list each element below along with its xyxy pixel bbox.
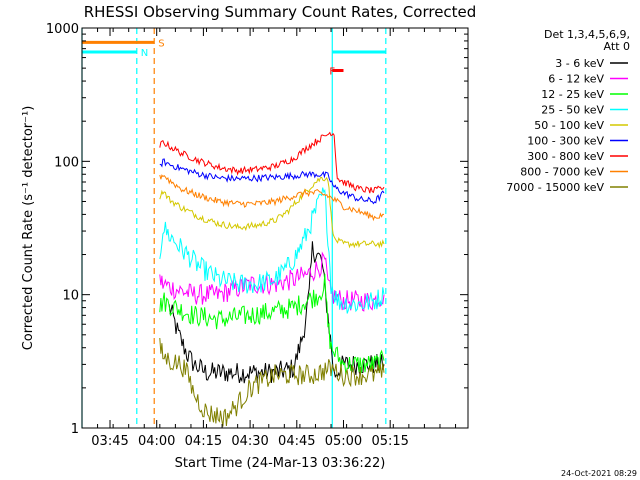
- series-group: [159, 131, 385, 427]
- y-tick-label-3: 1000: [46, 22, 79, 37]
- legend-label-6: 300 - 800 keV: [527, 150, 604, 163]
- series-line-3: [159, 187, 385, 314]
- legend-header-1: Att 0: [604, 40, 630, 53]
- legend-label-7: 800 - 7000 keV: [520, 166, 604, 179]
- series-line-8: [159, 337, 385, 427]
- x-tick-label-0: 03:45: [91, 434, 128, 449]
- x-tick-label-2: 04:15: [185, 434, 222, 449]
- x-tick-label-5: 05:00: [325, 434, 362, 449]
- y-axis-label: Corrected Count Rate (s⁻¹ detector⁻¹): [21, 106, 36, 351]
- series-line-6: [159, 131, 385, 194]
- chart-title: RHESSI Observing Summary Count Rates, Co…: [84, 3, 477, 21]
- x-tick-label-1: 04:00: [138, 434, 175, 449]
- legend-header-0: Det 1,3,4,5,6,9,: [544, 28, 630, 41]
- x-tick-label-4: 04:45: [278, 434, 315, 449]
- generation-timestamp: 24-Oct-2021 08:29: [561, 469, 637, 478]
- x-tick-label-6: 05:15: [371, 434, 408, 449]
- legend-label-4: 50 - 100 keV: [534, 119, 604, 132]
- x-tick-label-3: 04:30: [231, 434, 268, 449]
- legend-label-8: 7000 - 15000 keV: [506, 181, 604, 194]
- y-tick-label-2: 100: [54, 155, 79, 170]
- legend-label-5: 100 - 300 keV: [527, 135, 604, 148]
- y-tick-label-1: 10: [62, 289, 79, 304]
- series-line-7: [159, 174, 385, 222]
- legend: Det 1,3,4,5,6,9,Att 03 - 6 keV 6 - 12 keV…: [506, 28, 630, 194]
- axes: 1 10 100 1000 03:45 04:00 04:15 04:30 04:45 05:00…: [46, 22, 468, 449]
- legend-label-2: 12 - 25 keV: [541, 88, 604, 101]
- legend-label-3: 25 - 50 keV: [541, 104, 604, 117]
- series-line-5: [159, 158, 385, 205]
- plot-frame: [81, 27, 469, 429]
- series-line-1: [159, 251, 385, 312]
- flag-label-1: S: [158, 38, 164, 49]
- flag-label-2: F: [329, 67, 335, 78]
- series-line-4: [159, 176, 385, 249]
- legend-label-0: 3 - 6 keV: [555, 57, 604, 70]
- flag-bars: NS F: [82, 38, 386, 78]
- flag-label-0: N: [141, 48, 148, 59]
- x-axis-label: Start Time (24-Mar-13 03:36:22): [175, 456, 386, 471]
- y-tick-label-0: 1: [71, 422, 79, 437]
- legend-label-1: 6 - 12 keV: [548, 73, 604, 86]
